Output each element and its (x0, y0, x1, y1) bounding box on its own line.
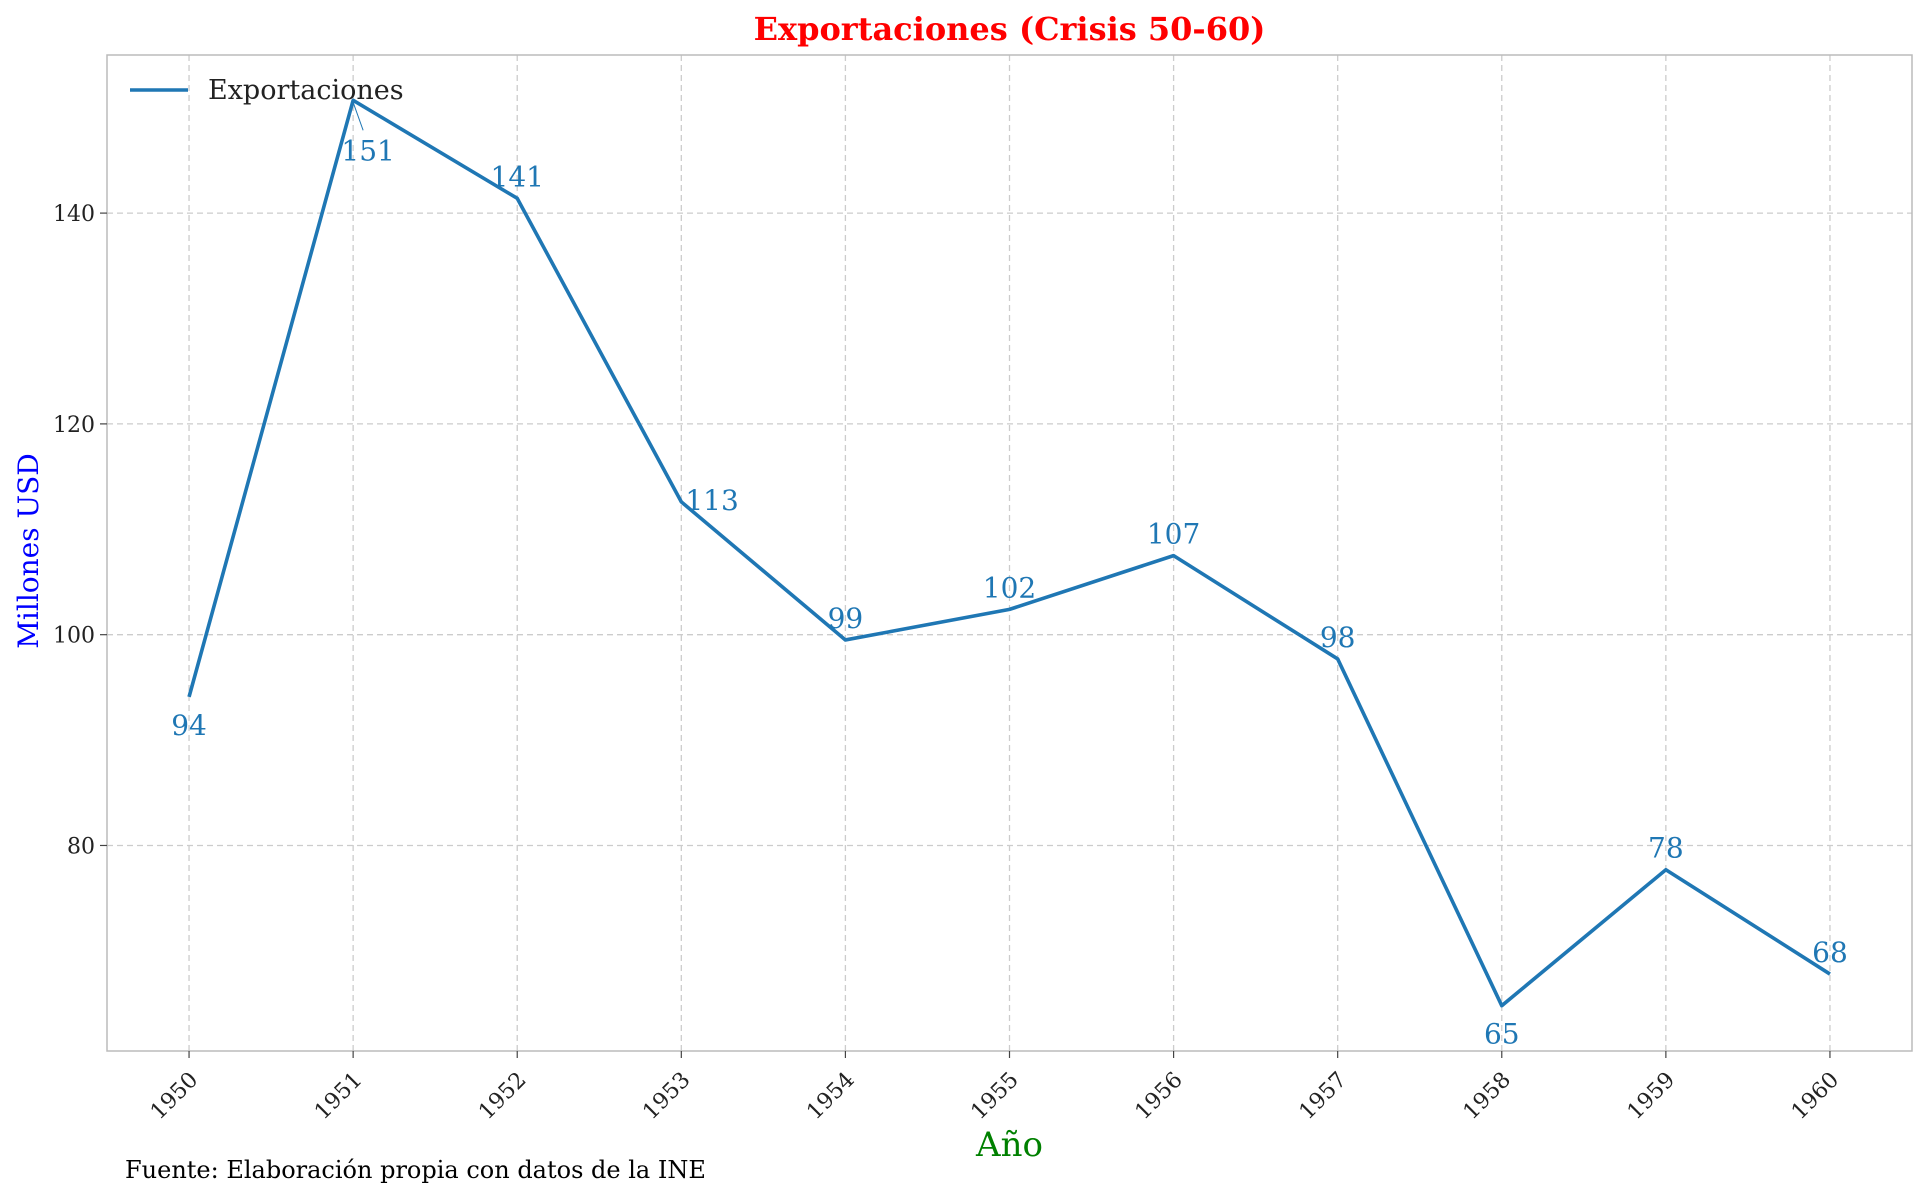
x-axis-label: Año (975, 1125, 1043, 1165)
grid-lines (107, 55, 1912, 1051)
data-label-leader (352, 102, 364, 131)
data-label: 65 (1484, 1018, 1520, 1051)
chart-title: Exportaciones (Crisis 50-60) (754, 10, 1266, 48)
data-label: 113 (685, 484, 738, 517)
x-tick-label: 1957 (1295, 1068, 1352, 1125)
y-tick-label: 120 (53, 413, 95, 438)
y-axis-label: Millones USD (12, 453, 45, 649)
data-label: 68 (1812, 936, 1848, 969)
data-label: 102 (983, 571, 1036, 604)
x-tick-label: 1951 (310, 1068, 367, 1125)
data-label: 94 (171, 709, 207, 742)
x-tick-label: 1955 (966, 1068, 1023, 1125)
x-tick-label: 1953 (638, 1068, 695, 1125)
data-label: 151 (341, 134, 394, 167)
x-tick-label: 1958 (1459, 1068, 1516, 1125)
source-footnote: Fuente: Elaboración propia con datos de … (125, 1156, 706, 1184)
x-tick-label: 1954 (802, 1068, 859, 1125)
data-label: 107 (1147, 518, 1200, 551)
x-tick-label: 1950 (146, 1068, 203, 1125)
x-tick-label: 1952 (474, 1068, 531, 1125)
legend: Exportaciones (130, 75, 404, 106)
x-axis-ticks: 1950 1951 1952 1953 1954 1955 1956 1957 1958 1959… (146, 1051, 1844, 1125)
y-tick-label: 80 (67, 834, 95, 859)
legend-entry-exportaciones: Exportaciones (208, 75, 404, 106)
y-tick-label: 100 (53, 624, 95, 649)
y-tick-label: 140 (53, 202, 95, 227)
x-tick-label: 1956 (1131, 1068, 1188, 1125)
plot-frame (106, 54, 1913, 1052)
x-tick-label: 1960 (1787, 1068, 1844, 1125)
y-axis-ticks: 80 100 120 140 (53, 202, 107, 859)
series-exportaciones (187, 98, 1831, 1008)
data-label: 98 (1320, 621, 1356, 654)
data-label: 141 (491, 160, 544, 193)
series-line-exportaciones (187, 98, 1831, 1008)
x-tick-label: 1959 (1623, 1068, 1680, 1125)
data-label: 99 (828, 602, 864, 635)
data-label: 78 (1648, 832, 1684, 865)
data-labels: 94 151 141 113 99 102 107 98 65 78 68 (171, 102, 1848, 1051)
